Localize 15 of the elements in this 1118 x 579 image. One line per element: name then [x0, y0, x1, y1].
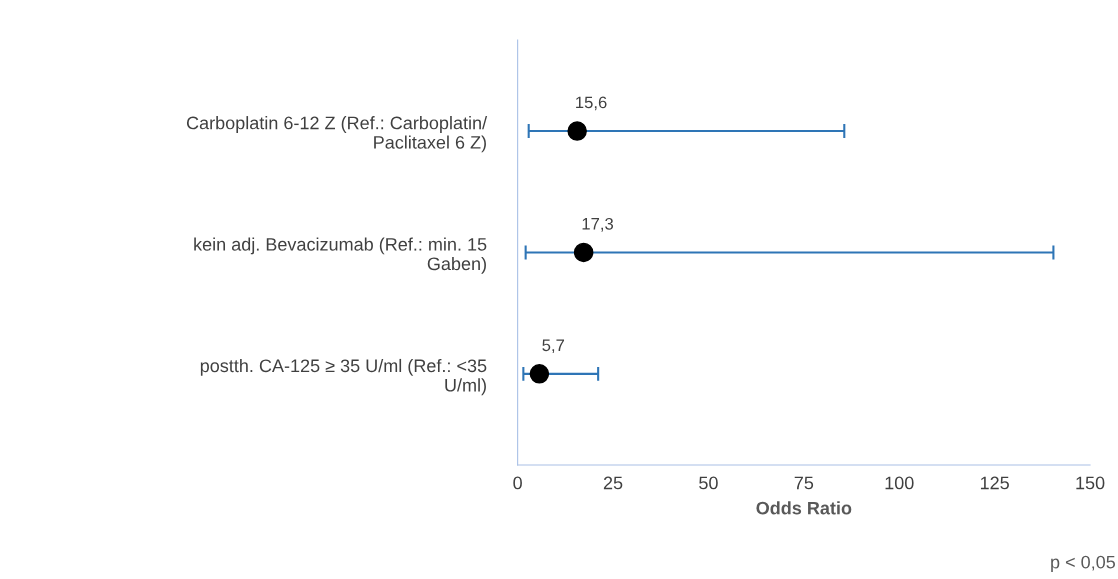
- x-tick-label: 25: [603, 476, 623, 490]
- x-tick-label: 150: [1076, 476, 1105, 490]
- x-tick-label: 75: [794, 476, 814, 490]
- text: p < 0,05: [1051, 555, 1116, 573]
- x-tick-label: 50: [699, 476, 718, 490]
- y-tick-label: postth. CA-125 ≥ 35 U/ml (Ref.: <35 U/ml): [200, 358, 487, 396]
- x-tick-label: 0: [513, 476, 522, 490]
- y-tick-label: kein adj. Bevacizumab (Ref.: min. 15 Gaben): [194, 237, 487, 274]
- x-tick-label: 100: [885, 476, 914, 490]
- data-label: 15,6: [576, 96, 607, 111]
- x-axis-title: Odds Ratio: [756, 501, 852, 515]
- x-tick-label: 125: [980, 476, 1009, 490]
- y-tick-label: Carboplatin 6-12 Z (Ref.: Carboplatin/ Paclitaxel 6 Z): [186, 116, 488, 153]
- data-label: 5,7: [542, 339, 565, 354]
- data-label: 17,3: [582, 217, 614, 232]
